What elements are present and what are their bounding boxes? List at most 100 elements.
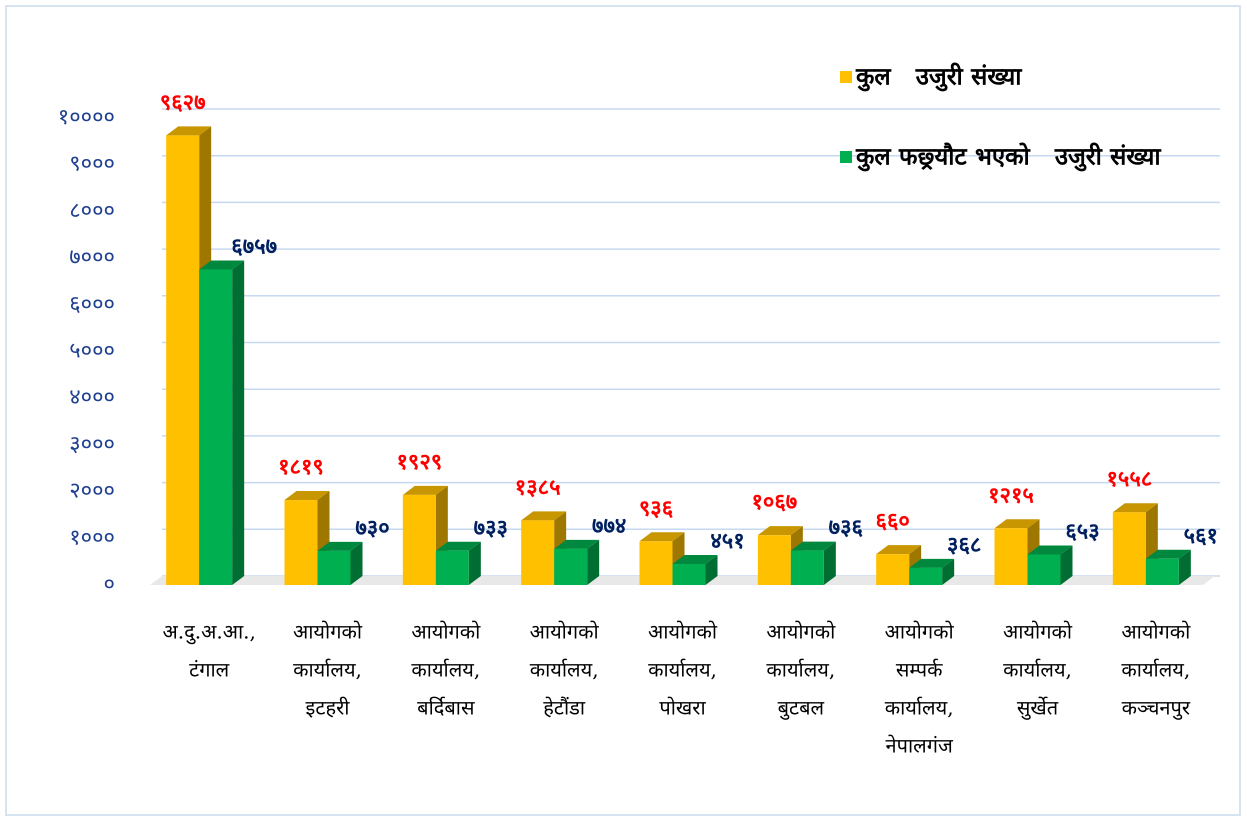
bar-top <box>994 519 1040 529</box>
x-tick-label: आयोगको <box>293 620 363 644</box>
bar-front <box>757 535 791 585</box>
bar-top <box>790 541 836 551</box>
bar-front <box>435 550 469 585</box>
bar <box>909 558 955 585</box>
data-label: ४५१ <box>710 528 744 554</box>
y-tick-label: २००० <box>69 479 115 504</box>
bar-side <box>468 541 481 585</box>
bar <box>199 260 245 585</box>
data-label: १२१५ <box>988 482 1034 508</box>
data-label: १३८५ <box>515 474 561 500</box>
bar-front <box>876 554 910 585</box>
bar-top <box>521 511 567 521</box>
bar-side <box>350 541 363 585</box>
y-tick-label: ८००० <box>69 198 115 223</box>
data-label: ६७५७ <box>231 233 277 259</box>
x-tick-label: पोखरा <box>659 696 706 720</box>
y-tick-label: ० <box>104 572 115 597</box>
data-label: ७३६ <box>829 515 864 541</box>
bar-top <box>554 539 600 549</box>
bar-front <box>1145 558 1179 585</box>
x-tick-label: सुर्खेत <box>1017 696 1059 721</box>
data-label: ९६२७ <box>160 89 206 115</box>
data-label: ७३० <box>355 515 389 541</box>
x-tick-label: टंगाल <box>189 658 230 682</box>
bar-side <box>232 260 245 585</box>
legend-swatch <box>840 71 852 83</box>
bar <box>317 541 363 585</box>
bar-side <box>823 541 836 585</box>
y-tick-label: ४००० <box>69 385 115 410</box>
bar-top <box>435 541 481 551</box>
bar-front <box>317 550 351 585</box>
bar-top <box>317 541 363 551</box>
x-tick-label: कार्यालय, <box>411 658 480 682</box>
x-tick-label: कार्यालय, <box>766 658 835 682</box>
bar-front <box>1027 554 1061 585</box>
data-label: ७७४ <box>592 513 626 539</box>
data-label: १५५८ <box>1106 466 1152 492</box>
x-tick-label: बर्दिबास <box>417 696 475 720</box>
data-label: ३६८ <box>947 532 981 558</box>
bar-top <box>402 485 448 495</box>
bar-top <box>1027 545 1073 555</box>
bar-side <box>1178 549 1191 585</box>
bar <box>402 485 448 585</box>
data-label: ९३६ <box>639 495 674 521</box>
bar-front <box>639 541 673 585</box>
x-tick-label: आयोगको <box>766 620 836 644</box>
data-label: ६६० <box>876 508 910 534</box>
bar-front <box>790 550 824 585</box>
bar-top <box>909 558 955 568</box>
x-tick-label: कार्यालय, <box>648 658 717 682</box>
x-tick-label: आयोगको <box>1003 620 1073 644</box>
bar <box>1027 545 1073 585</box>
bar-front <box>994 528 1028 585</box>
bar <box>1145 549 1191 585</box>
legend-label: कुल उजुरी संख्या <box>855 62 1022 92</box>
bar-top <box>199 260 245 270</box>
data-label: ६५३ <box>1065 519 1099 545</box>
bar-top <box>876 545 922 555</box>
x-tick-label: कार्यालय, <box>293 658 362 682</box>
data-label: १८१९ <box>278 454 324 480</box>
x-tick-label: कार्यालय, <box>1121 658 1190 682</box>
y-tick-label: १०००० <box>58 105 115 130</box>
x-tick-label: कार्यालय, <box>885 696 954 720</box>
y-tick-label: ९००० <box>69 152 115 177</box>
bar-side <box>705 554 718 585</box>
x-tick-label: हेटौंडा <box>543 696 586 720</box>
bar-front <box>909 567 943 585</box>
data-label: १०६७ <box>751 489 797 515</box>
legend-label: कुल फछ्र्यौट भएको उजुरी संख्या <box>855 142 1161 172</box>
x-tick-label: नेपालगंज <box>886 734 954 758</box>
bar <box>672 554 718 585</box>
bar-top <box>166 126 212 136</box>
bar-side <box>587 539 600 585</box>
bar-front <box>402 494 436 585</box>
legend-swatch <box>840 151 852 163</box>
x-tick-label: आयोगको <box>1121 620 1191 644</box>
bar-top <box>639 532 685 542</box>
y-tick-label: १००० <box>69 525 115 550</box>
bar-front <box>1112 512 1146 585</box>
x-tick-label: आयोगको <box>648 620 718 644</box>
x-tick-label: आयोगको <box>885 620 955 644</box>
data-label: ५६१ <box>1184 523 1218 549</box>
bar-top <box>1112 503 1158 513</box>
x-tick-label: सम्पर्क <box>896 658 943 682</box>
bar-top <box>1145 549 1191 559</box>
x-tick-label: इटहरी <box>306 696 351 720</box>
x-tick-label: कार्यालय, <box>530 658 599 682</box>
bar-top <box>672 554 718 564</box>
y-tick-label: ५००० <box>69 339 115 364</box>
bar-side <box>942 558 955 585</box>
bar-top <box>757 526 803 536</box>
data-label: १९२९ <box>396 449 442 475</box>
y-tick-label: ३००० <box>69 432 115 457</box>
x-tick-label: बुटबल <box>778 696 825 721</box>
data-label: ७३३ <box>474 515 508 541</box>
x-tick-label: कार्यालय, <box>1003 658 1072 682</box>
x-tick-label: कञ्चनपुर <box>1122 696 1191 721</box>
